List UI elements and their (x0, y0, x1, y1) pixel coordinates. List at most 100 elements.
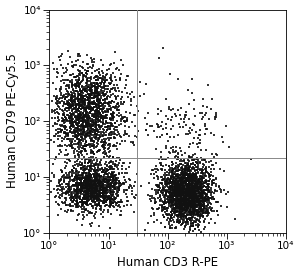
Point (190, 188, 195, 192)
Point (176, 193, 181, 197)
Point (187, 193, 191, 198)
Point (188, 189, 193, 194)
Point (182, 208, 186, 212)
Point (191, 122, 196, 127)
Point (175, 182, 180, 186)
Point (185, 191, 190, 196)
Point (85, 195, 90, 199)
Point (100, 138, 104, 142)
Point (103, 177, 107, 182)
Point (214, 177, 219, 182)
Point (72, 120, 77, 124)
Point (189, 183, 194, 188)
Point (190, 188, 195, 192)
Point (90, 95, 95, 100)
Point (211, 181, 215, 185)
Point (77, 138, 82, 142)
Point (72, 82, 77, 87)
Point (163, 194, 168, 198)
Point (190, 204, 194, 209)
Point (88, 187, 93, 191)
Point (94, 193, 99, 198)
Point (195, 217, 200, 221)
Point (156, 125, 161, 129)
Point (173, 191, 178, 195)
Point (192, 185, 197, 189)
Point (178, 178, 182, 182)
Point (163, 225, 168, 229)
Point (178, 204, 182, 208)
Point (84, 165, 89, 169)
Point (190, 171, 195, 175)
Point (94, 188, 99, 192)
Point (173, 199, 178, 204)
Point (87, 177, 92, 181)
Point (168, 198, 173, 202)
Point (94, 189, 99, 194)
Point (56, 213, 61, 217)
Point (81, 124, 85, 128)
Point (105, 121, 110, 125)
Point (167, 198, 171, 202)
Point (173, 192, 178, 196)
Point (85, 186, 90, 191)
Point (181, 173, 186, 178)
Point (70, 98, 75, 103)
Point (189, 195, 194, 199)
Point (162, 175, 167, 179)
Point (102, 178, 106, 183)
Point (187, 194, 192, 198)
Point (98, 194, 103, 199)
Point (98, 181, 102, 185)
Point (191, 204, 196, 208)
Point (89, 183, 94, 187)
Point (201, 198, 206, 202)
Point (100, 190, 105, 194)
Point (169, 173, 174, 177)
Point (97, 177, 101, 182)
Point (76, 67, 80, 72)
Point (195, 205, 200, 210)
Point (112, 61, 117, 65)
Point (66, 185, 71, 190)
Point (74, 110, 79, 114)
Point (100, 122, 105, 126)
Point (177, 218, 182, 223)
Point (50, 99, 54, 104)
Point (192, 200, 197, 205)
Point (193, 183, 197, 188)
Point (195, 179, 200, 183)
Point (55, 99, 59, 104)
Point (183, 214, 188, 218)
Point (107, 179, 112, 184)
Point (167, 187, 171, 191)
Point (73, 142, 78, 146)
Point (187, 169, 192, 173)
Point (70, 112, 75, 116)
Point (183, 224, 188, 228)
Point (169, 213, 174, 217)
Point (167, 177, 172, 182)
Point (108, 186, 113, 190)
Point (198, 192, 203, 196)
Point (82, 208, 87, 213)
Point (189, 188, 194, 192)
Point (190, 193, 195, 198)
Point (105, 175, 110, 180)
Point (75, 157, 80, 161)
Point (71, 111, 76, 116)
Point (85, 188, 89, 193)
Point (196, 185, 201, 190)
Point (62, 176, 67, 180)
Point (103, 189, 108, 193)
Point (95, 82, 100, 86)
Point (88, 92, 93, 97)
Point (108, 108, 113, 112)
Point (175, 203, 180, 207)
Point (90, 179, 95, 183)
Point (177, 212, 182, 216)
Point (98, 161, 102, 166)
Point (204, 200, 209, 205)
Point (203, 166, 208, 170)
Point (114, 176, 118, 180)
